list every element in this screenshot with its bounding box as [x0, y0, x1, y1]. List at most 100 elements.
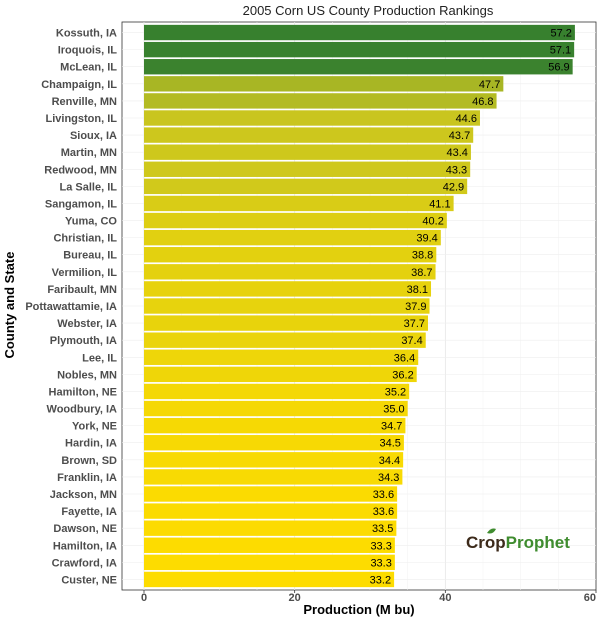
y-tick-label: Hamilton, NE [49, 386, 117, 398]
y-tick-label: Franklin, IA [57, 472, 117, 484]
bar-value-label: 38.7 [411, 267, 432, 279]
y-tick-label: Faribault, MN [47, 284, 117, 296]
bar-value-label: 41.1 [429, 198, 450, 210]
bar [144, 76, 504, 92]
bar-value-label: 57.2 [550, 28, 571, 40]
bar-value-label: 36.4 [394, 352, 415, 364]
y-tick-label: Jackson, MN [50, 489, 117, 501]
logo-crop-text: Crop [466, 533, 506, 552]
y-tick-label: Iroquois, IL [58, 45, 118, 57]
bar [144, 366, 417, 383]
bar-value-label: 37.7 [404, 318, 425, 330]
bar-value-label: 42.9 [443, 181, 464, 193]
bar-value-label: 33.6 [373, 506, 394, 518]
bar-value-label: 36.2 [392, 369, 413, 381]
bar-value-label: 37.4 [401, 335, 422, 347]
bar-value-labels: 57.2 57.1 56.9 47.7 46.8 44.6 43.7 43.4 43.3 42.9… [370, 28, 572, 587]
y-tick-labels: Kossuth, IA Iroquois, IL McLean, IL Champai… [25, 28, 117, 587]
bar [144, 127, 474, 143]
bar-value-label: 43.4 [447, 147, 468, 159]
bar [144, 503, 398, 519]
bar-value-label: 33.2 [370, 574, 391, 586]
y-tick-label: Pottawattamie, IA [25, 301, 117, 313]
y-tick-label: Christian, IL [53, 233, 117, 245]
y-tick-label: Sangamon, IL [45, 198, 117, 210]
bar [144, 486, 398, 502]
bar-value-label: 33.6 [373, 489, 394, 501]
bar-value-label: 39.4 [416, 233, 437, 245]
y-tick-label: Nobles, MN [57, 369, 117, 381]
y-tick-label: Livingston, IL [46, 113, 118, 125]
x-axis-label: Production (M bu) [303, 602, 414, 617]
y-tick-label: Renville, MN [52, 96, 117, 108]
y-tick-label: Crawford, IA [52, 557, 117, 569]
bar [144, 93, 497, 109]
bar [144, 520, 397, 536]
y-tick-label: Redwood, MN [44, 164, 117, 176]
bar [144, 195, 454, 212]
y-tick-label: Hardin, IA [65, 438, 117, 450]
y-tick-label: Custer, NE [61, 574, 117, 586]
x-tick-label: 0 [141, 592, 147, 604]
x-tick-label: 40 [439, 592, 451, 604]
bar [144, 110, 480, 126]
y-tick-label: Vermilion, IL [52, 267, 118, 279]
bar-value-label: 34.3 [378, 472, 399, 484]
bar [144, 264, 436, 280]
bar-value-label: 46.8 [472, 96, 493, 108]
bar-value-label: 37.9 [405, 301, 426, 313]
bar-value-label: 57.1 [550, 45, 571, 57]
y-tick-label: Webster, IA [57, 318, 117, 330]
bar [144, 554, 395, 571]
bar [144, 435, 404, 451]
bars-group [144, 24, 575, 588]
bar-value-label: 35.2 [385, 386, 406, 398]
x-tick-label: 60 [584, 592, 596, 604]
y-tick-label: Brown, SD [61, 455, 117, 467]
x-tick-label: 20 [289, 592, 301, 604]
bar-value-label: 47.7 [479, 79, 500, 91]
y-tick-label: La Salle, IL [60, 181, 118, 193]
y-tick-label: Dawson, NE [53, 523, 117, 535]
y-tick-label: Fayette, IA [61, 506, 117, 518]
bar [144, 349, 419, 365]
bar [144, 281, 432, 297]
y-tick-label: Bureau, IL [63, 250, 117, 262]
bar-value-label: 34.4 [379, 455, 400, 467]
svg-text:CropProphet: CropProphet [466, 533, 570, 552]
bar [144, 571, 395, 588]
bar [144, 383, 410, 400]
bar-value-label: 33.3 [370, 540, 391, 552]
y-tick-label: Hamilton, IA [53, 540, 117, 552]
bar-value-label: 33.3 [370, 557, 391, 569]
bar-value-label: 56.9 [548, 62, 569, 74]
bar-value-label: 33.5 [372, 523, 393, 535]
y-tick-label: Yuma, CO [65, 216, 117, 228]
bar [144, 298, 430, 314]
y-tick-label: Plymouth, IA [50, 335, 117, 347]
bar [144, 229, 441, 246]
bar-value-label: 43.3 [446, 164, 467, 176]
bar [144, 144, 471, 160]
bar [144, 469, 403, 485]
cropprophet-logo: CropProphet [466, 528, 570, 552]
bar [144, 332, 426, 348]
y-tick-label: Sioux, IA [70, 130, 117, 142]
bar-value-label: 38.8 [412, 250, 433, 262]
y-tick-label: Champaign, IL [41, 79, 117, 91]
bar [144, 161, 471, 177]
y-tick-label: Lee, IL [82, 352, 117, 364]
bar-value-label: 35.0 [383, 404, 404, 416]
x-tick-labels: 0 20 40 60 [141, 590, 597, 604]
bar-value-label: 38.1 [407, 284, 428, 296]
leaf-icon [487, 528, 496, 534]
bar [144, 59, 573, 75]
bar [144, 247, 437, 263]
bar [144, 537, 395, 553]
bar [144, 417, 406, 434]
y-tick-label: McLean, IL [60, 62, 117, 74]
bar [144, 41, 575, 58]
bar-value-label: 34.5 [379, 438, 400, 450]
bar [144, 212, 447, 229]
